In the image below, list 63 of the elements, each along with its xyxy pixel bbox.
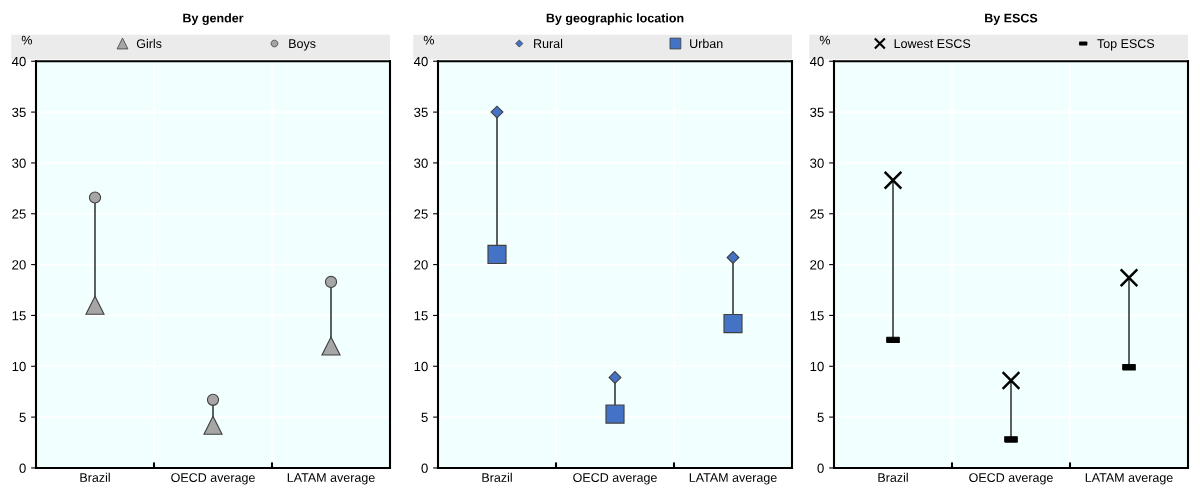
point (321, 336, 341, 356)
y-tick-label: 15 (810, 311, 824, 321)
legend-label: Lowest ESCS (894, 39, 971, 49)
point (1119, 268, 1139, 288)
point (203, 415, 223, 435)
legend-label: Girls (136, 38, 162, 49)
y-tick-label: 10 (414, 361, 428, 372)
y-axis-title: % (423, 35, 435, 45)
y-tick-label: 10 (12, 361, 26, 372)
x-tick-label: LATAM average (689, 473, 777, 485)
point (324, 275, 338, 288)
point (723, 313, 743, 334)
y-tick-label: 35 (810, 107, 824, 117)
y-tick-label: 40 (809, 56, 824, 67)
y-tick-label: 35 (12, 107, 26, 117)
chart-title: By geographic location (546, 13, 684, 26)
x-tick-label: LATAM average (1085, 473, 1173, 485)
y-tick-label: 15 (12, 311, 26, 321)
point (726, 251, 740, 264)
point (206, 393, 220, 406)
x-tick-label: OECD average (171, 473, 255, 485)
y-tick-label: 0 (19, 463, 26, 473)
y-tick-label: 20 (810, 260, 824, 270)
legend-label: Top ESCS (1097, 39, 1155, 51)
y-tick-label: 5 (817, 412, 824, 423)
y-axis-title: % (819, 35, 831, 45)
y-tick-label: 25 (12, 209, 26, 219)
y-axis-title: % (21, 35, 33, 45)
y-tick-label: 5 (19, 412, 26, 423)
x-tick-label: Brazil (878, 472, 908, 482)
chart-title: By ESCS (985, 13, 1038, 25)
y-tick-label: 30 (810, 158, 824, 168)
y-tick-label: 5 (421, 412, 428, 423)
y-tick-label: 40 (11, 56, 26, 67)
legend-label: Rural (534, 38, 563, 49)
y-tick-label: 25 (810, 209, 824, 219)
y-tick-label: 25 (414, 209, 428, 219)
y-tick-label: 40 (413, 56, 428, 67)
y-tick-label: 20 (414, 260, 428, 270)
point (608, 371, 622, 384)
chart-title: By gender (183, 13, 244, 26)
point (883, 170, 903, 190)
point (1001, 370, 1021, 391)
legend-label: Urban (690, 38, 723, 49)
x-tick-label: Brazil (80, 472, 110, 482)
point (605, 404, 625, 424)
y-tick-label: 30 (12, 158, 26, 168)
x-tick-label: OECD average (573, 473, 657, 485)
x-tick-label: Brazil (482, 472, 512, 482)
y-tick-label: 30 (414, 158, 428, 168)
y-tick-label: 35 (414, 107, 428, 117)
x-tick-label: OECD average (969, 473, 1053, 485)
point (88, 191, 102, 204)
point (85, 295, 105, 315)
y-tick-label: 20 (12, 260, 26, 270)
y-tick-label: 0 (421, 463, 428, 473)
legend-label: Boys (289, 39, 316, 51)
y-tick-label: 10 (810, 361, 824, 372)
x-tick-label: LATAM average (287, 473, 375, 485)
point (487, 244, 507, 265)
y-tick-label: 15 (414, 311, 428, 321)
point (490, 105, 504, 119)
y-tick-label: 0 (817, 463, 824, 473)
